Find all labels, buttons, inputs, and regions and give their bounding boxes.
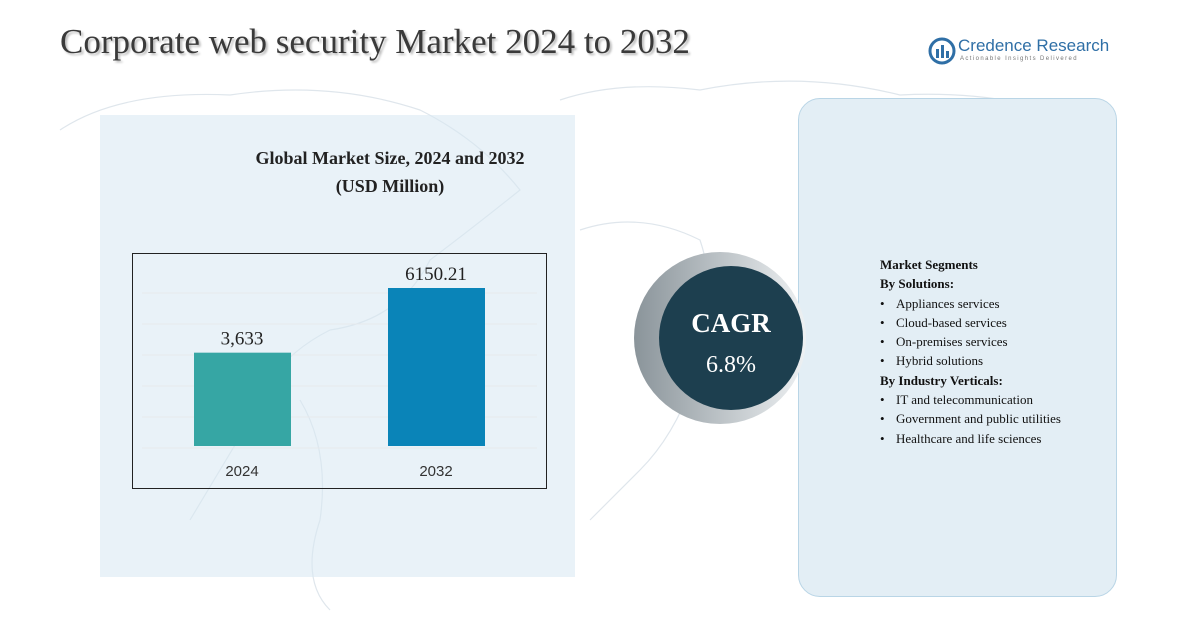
segment-item: Hybrid solutions	[880, 351, 1061, 370]
brand-name: Credence Research	[958, 36, 1110, 55]
segments-list: Market Segments By Solutions: Appliances …	[880, 255, 1061, 448]
cagr-badge: CAGR 6.8%	[634, 252, 806, 424]
page-title: Corporate web security Market 2024 to 20…	[60, 22, 690, 61]
bar	[194, 352, 291, 446]
segment-item: Appliances services	[880, 294, 1061, 313]
value-label: 3,633	[221, 329, 264, 350]
x-tick-label: 2032	[419, 463, 452, 480]
cagr-circle	[659, 266, 803, 410]
segment-item: Cloud-based services	[880, 313, 1061, 332]
segment-item: On-premises services	[880, 332, 1061, 351]
segment-group-title: By Industry Verticals:	[880, 372, 1003, 388]
x-tick-label: 2024	[225, 463, 258, 480]
segment-item: Government and public utilities	[880, 409, 1061, 428]
chart-subtitle: (USD Million)	[335, 176, 445, 196]
value-label: 6150.21	[405, 264, 467, 285]
bar	[388, 288, 485, 446]
segments-heading: Market Segments	[880, 257, 978, 272]
chart-frame	[132, 253, 547, 489]
brand-tagline: Actionable Insights Delivered	[960, 56, 1078, 62]
brand-logo	[928, 37, 956, 65]
cagr-label: CAGR	[691, 308, 771, 338]
segment-item: IT and telecommunication	[880, 390, 1061, 409]
segment-group-title: By Solutions:	[880, 276, 955, 292]
chart: 3,633 2024 6150.21 2032	[132, 253, 547, 489]
segment-item: Healthcare and life sciences	[880, 429, 1061, 448]
chart-title: Global Market Size, 2024 and 2032	[255, 148, 525, 168]
chart-panel	[100, 115, 575, 577]
cagr-value: 6.8%	[706, 352, 756, 378]
